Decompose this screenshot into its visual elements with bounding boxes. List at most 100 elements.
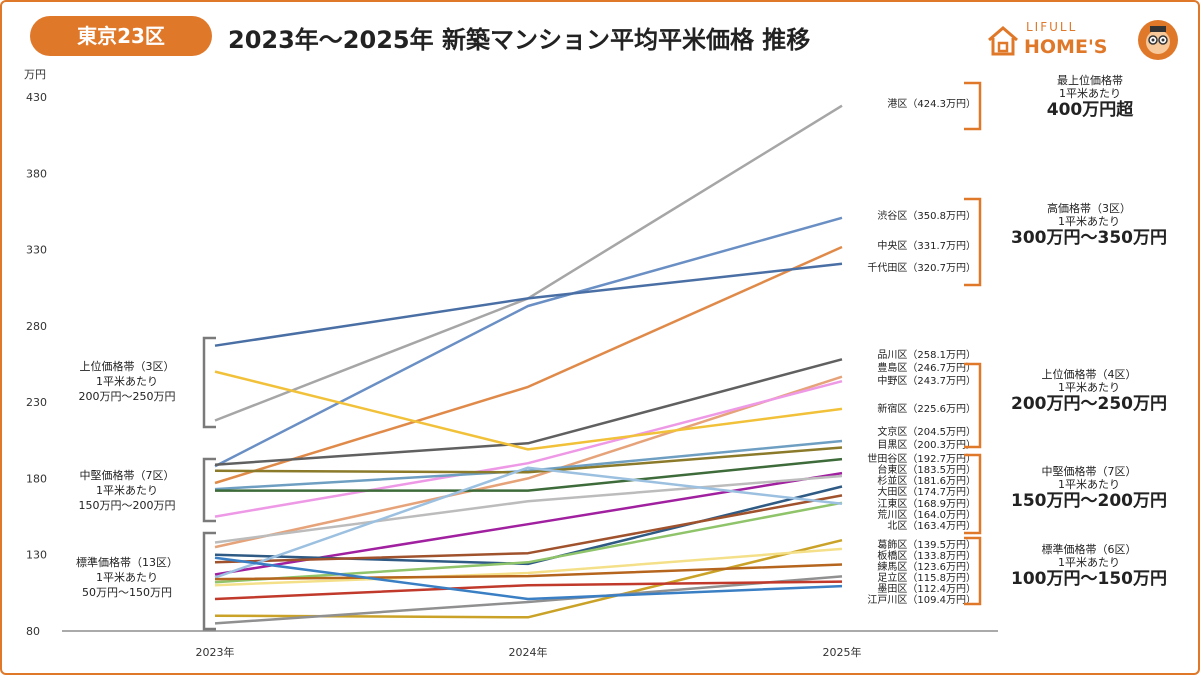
region-badge: 東京23区 bbox=[30, 16, 212, 56]
left-bracket bbox=[202, 336, 216, 429]
ward-label-江東区: 江東区（168.9万円） bbox=[877, 497, 976, 510]
right-band-upper-line3: 200万円～250万円 bbox=[1011, 394, 1167, 415]
ward-label-渋谷区: 渋谷区（350.8万円） bbox=[877, 209, 976, 222]
right-band-middle: 中堅価格帯（7区） 1平米あたり 150万円～200万円 bbox=[996, 465, 1182, 512]
right-bracket bbox=[964, 81, 982, 131]
left-band-upper-line2: 1平米あたり bbox=[96, 374, 158, 388]
y-tick-label: 330 bbox=[26, 244, 47, 257]
chart-title: 2023年～2025年 新築マンション平均平米価格 推移 bbox=[228, 26, 811, 54]
right-band-middle-line1: 中堅価格帯（7区） bbox=[1041, 465, 1137, 478]
right-band-top-line2: 1平米あたり bbox=[1059, 87, 1121, 101]
right-band-high-line1: 高価格帯（3区） bbox=[1047, 202, 1131, 215]
left-band-standard: 標準価格帯（13区） 1平米あたり 50万円～150万円 bbox=[62, 556, 192, 601]
ward-label-北区: 北区（163.4万円） bbox=[887, 520, 976, 532]
series-line-中野区 bbox=[214, 379, 843, 518]
x-ticks: 2023年 2024年 2025年 bbox=[196, 645, 862, 659]
y-tick-label: 180 bbox=[26, 472, 47, 485]
right-band-high-line2: 1平米あたり bbox=[1058, 215, 1120, 229]
chart-axes: 万円 bbox=[24, 68, 998, 632]
right-band-top: 最上位価格帯 1平米あたり 400万円超 bbox=[1000, 74, 1180, 121]
left-band-middle-line1: 中堅価格帯（7区） bbox=[79, 469, 175, 482]
left-band-standard-line1: 標準価格帯（13区） bbox=[76, 556, 178, 569]
ward-label-豊島区: 豊島区（246.7万円） bbox=[877, 361, 976, 374]
ward-label-足立区: 足立区（115.8万円） bbox=[877, 571, 976, 584]
right-band-high: 高価格帯（3区） 1平米あたり 300万円～350万円 bbox=[996, 202, 1182, 249]
right-bracket bbox=[964, 536, 982, 606]
ward-label-新宿区: 新宿区（225.6万円） bbox=[877, 402, 976, 415]
ward-label-江戸川区: 江戸川区（109.4万円） bbox=[867, 594, 976, 606]
y-tick-label: 230 bbox=[26, 396, 47, 409]
series-line-杉並区 bbox=[214, 474, 843, 544]
right-band-upper: 上位価格帯（4区） 1平米あたり 200万円～250万円 bbox=[996, 368, 1182, 415]
y-tick-label: 380 bbox=[26, 167, 47, 180]
ward-labels: 港区（424.3万円） 渋谷区（350.8万円） 中央区（331.7万円） 千代田区（… bbox=[867, 98, 976, 606]
series-line-北区 bbox=[214, 466, 843, 579]
series-line-板橋区 bbox=[214, 547, 843, 587]
right-band-standard: 標準価格帯（6区） 1平米あたり 100万円～150万円 bbox=[996, 543, 1182, 590]
right-band-standard-line1: 標準価格帯（6区） bbox=[1041, 543, 1137, 556]
series-line-文京区 bbox=[214, 439, 843, 491]
left-bracket bbox=[202, 457, 216, 523]
ward-label-品川区: 品川区（258.1万円） bbox=[877, 349, 976, 361]
y-tick-label: 280 bbox=[26, 320, 47, 333]
series-line-千代田区 bbox=[214, 262, 843, 347]
mascot-icon bbox=[1138, 20, 1178, 60]
right-band-top-line1: 最上位価格帯 bbox=[1057, 74, 1123, 87]
series-line-江戸川区 bbox=[214, 556, 843, 601]
right-band-standard-line3: 100万円～150万円 bbox=[1011, 569, 1167, 590]
left-band-standard-line3: 50万円～150万円 bbox=[82, 585, 172, 599]
right-band-upper-line1: 上位価格帯（4区） bbox=[1041, 368, 1137, 381]
logo-text-homes: HOME'S bbox=[1024, 36, 1108, 58]
ward-label-大田区: 大田区（174.7万円） bbox=[877, 485, 976, 498]
ward-label-千代田区: 千代田区（320.7万円） bbox=[867, 262, 976, 274]
right-band-upper-line2: 1平米あたり bbox=[1058, 381, 1120, 395]
right-band-high-line3: 300万円～350万円 bbox=[1011, 228, 1167, 249]
series-line-世田谷区 bbox=[215, 457, 843, 492]
right-band-middle-line2: 1平米あたり bbox=[1058, 478, 1120, 492]
series-line-港区 bbox=[214, 104, 843, 422]
series-line-練馬区 bbox=[214, 563, 843, 581]
right-bracket bbox=[964, 453, 982, 535]
series-line-渋谷区 bbox=[214, 216, 843, 468]
ward-label-目黒区: 目黒区（200.3万円） bbox=[877, 439, 976, 451]
series-line-足立区 bbox=[214, 575, 843, 625]
ward-label-荒川区: 荒川区（164.0万円） bbox=[877, 509, 976, 521]
series-line-目黒区 bbox=[214, 446, 843, 474]
left-band-middle-line2: 1平米あたり bbox=[96, 483, 158, 497]
left-band-standard-line2: 1平米あたり bbox=[96, 570, 158, 584]
ward-label-葛飾区: 葛飾区（139.5万円） bbox=[877, 538, 976, 551]
ward-label-港区: 港区（424.3万円） bbox=[887, 98, 976, 110]
series-line-豊島区 bbox=[214, 375, 843, 549]
y-tick-label: 130 bbox=[26, 549, 47, 562]
ward-label-杉並区: 杉並区（181.6万円） bbox=[877, 474, 976, 487]
right-band-top-line3: 400万円超 bbox=[1046, 100, 1134, 121]
series-line-新宿区 bbox=[214, 370, 843, 451]
left-band-upper: 上位価格帯（3区） 1平米あたり 200万円～250万円 bbox=[62, 360, 192, 405]
right-band-middle-line3: 150万円～200万円 bbox=[1011, 491, 1167, 512]
right-bracket bbox=[964, 362, 982, 449]
right-bracket bbox=[964, 197, 982, 287]
ward-label-文京区: 文京区（204.5万円） bbox=[877, 425, 976, 438]
logo-text-lifull: LIFULL bbox=[1026, 20, 1078, 34]
series-line-大田区 bbox=[214, 485, 843, 566]
right-band-standard-line2: 1平米あたり bbox=[1058, 556, 1120, 570]
series-line-江東区 bbox=[214, 494, 843, 564]
left-bracket bbox=[202, 531, 216, 631]
y-tick-label: 430 bbox=[26, 91, 47, 104]
y-axis-label: 万円 bbox=[24, 68, 46, 81]
series-line-墨田区 bbox=[214, 580, 843, 601]
y-ticks: 80 130 180 230 280 330 380 430 bbox=[26, 91, 47, 638]
ward-label-中野区: 中野区（243.7万円） bbox=[877, 374, 976, 387]
x-tick-label: 2024年 bbox=[509, 645, 548, 659]
series-line-品川区 bbox=[214, 358, 843, 466]
x-tick-label: 2025年 bbox=[823, 645, 862, 659]
ward-label-板橋区: 板橋区（133.8万円） bbox=[877, 549, 976, 562]
series-lines bbox=[214, 104, 843, 625]
house-icon bbox=[988, 26, 1018, 56]
ward-label-墨田区: 墨田区（112.4万円） bbox=[877, 583, 976, 595]
y-tick-label: 80 bbox=[26, 625, 40, 638]
lifull-homes-logo: LIFULL HOME'S bbox=[984, 14, 1184, 66]
left-band-upper-line1: 上位価格帯（3区） bbox=[79, 360, 175, 373]
